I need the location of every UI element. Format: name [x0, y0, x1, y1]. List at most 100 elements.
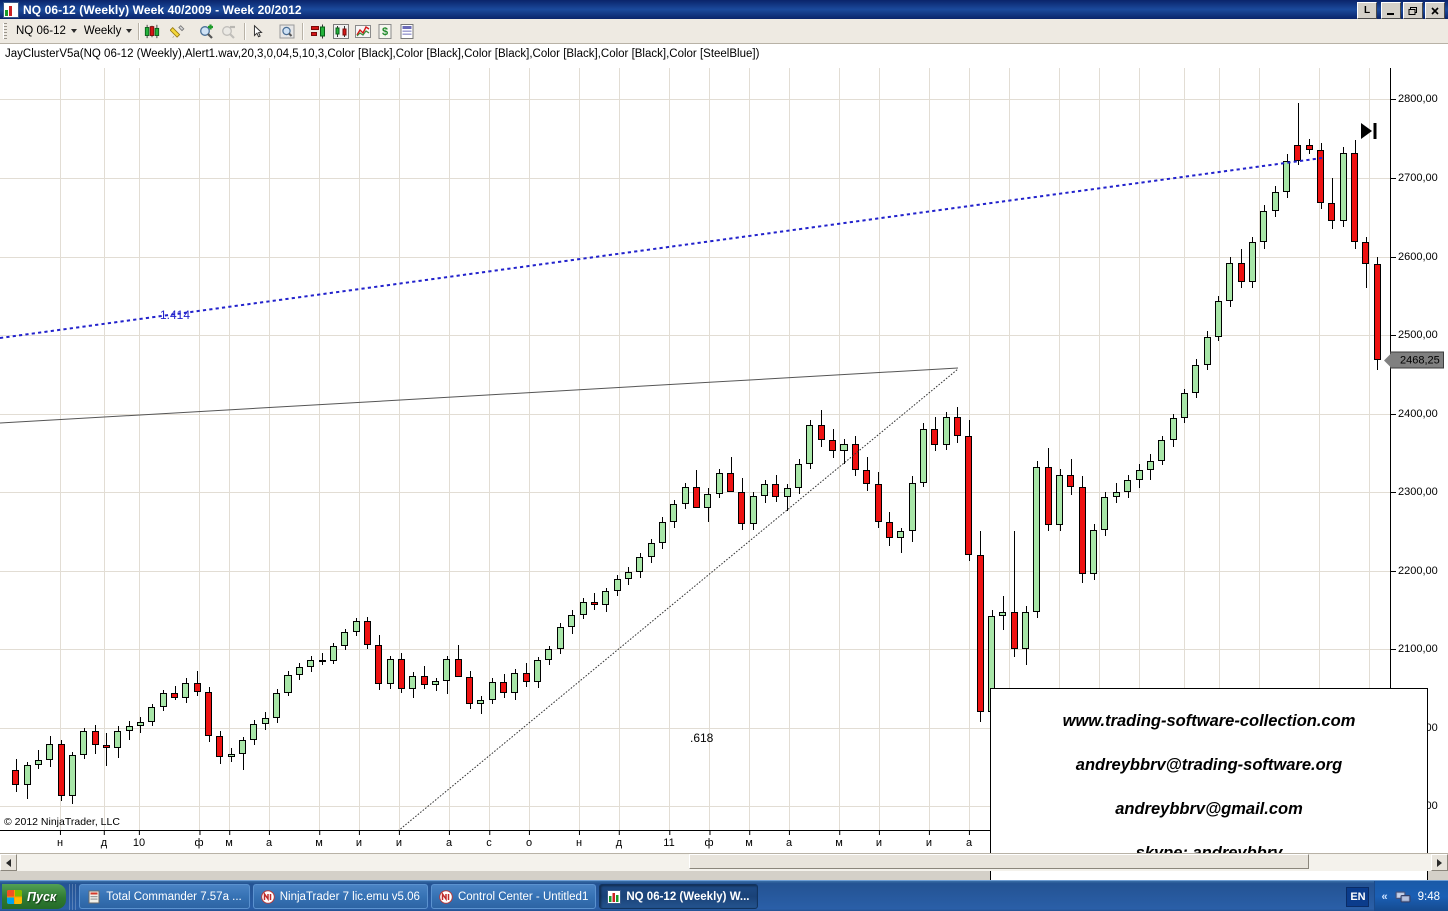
- gridline-vertical: [60, 68, 61, 830]
- interval-selector[interactable]: Weekly: [79, 23, 135, 40]
- gridline-vertical: [104, 68, 105, 830]
- order-entry-button[interactable]: $: [374, 21, 396, 41]
- windows-taskbar: Пуск Total Commander 7.57a ... NinjaTrade…: [0, 880, 1448, 911]
- taskbar-button[interactable]: NQ 06-12 (Weekly) W...: [599, 884, 758, 909]
- candle-body: [397, 658, 405, 689]
- close-button[interactable]: [1425, 2, 1445, 19]
- restore-button[interactable]: [1403, 2, 1423, 19]
- gridline-vertical: [789, 68, 790, 830]
- gridline-vertical: [929, 68, 930, 830]
- tray-expand-icon[interactable]: «: [1381, 890, 1388, 903]
- toolbar-grip[interactable]: [3, 23, 7, 39]
- candle-body: [522, 672, 530, 683]
- price-axis-tick: 2400,00: [1391, 408, 1438, 420]
- gridline-vertical: [1009, 68, 1010, 830]
- candle-body: [692, 487, 700, 508]
- network-icon[interactable]: [1395, 890, 1411, 904]
- taskbar-button-label: Total Commander 7.57a ...: [106, 890, 242, 903]
- chart-type-dropdown[interactable]: [160, 21, 170, 41]
- chart-type-button[interactable]: [144, 21, 160, 41]
- scrollbar-track[interactable]: [17, 854, 1431, 871]
- language-indicator[interactable]: EN: [1346, 886, 1370, 907]
- zoom-reset-button[interactable]: [276, 21, 298, 41]
- chart-icon: [3, 1, 19, 18]
- tray-area: « 9:48: [1374, 881, 1448, 911]
- candle-body: [965, 435, 973, 556]
- candle-body: [1351, 152, 1359, 243]
- candle-body: [12, 770, 20, 786]
- candle-body: [1328, 203, 1336, 222]
- candle-body: [68, 755, 76, 797]
- goto-last-bar-button[interactable]: [1355, 120, 1381, 142]
- drawing-tools-button[interactable]: [170, 21, 186, 41]
- candle-body: [57, 743, 65, 797]
- start-button[interactable]: Пуск: [2, 884, 67, 909]
- candle-body: [1033, 467, 1041, 612]
- data-series-button[interactable]: [308, 21, 330, 41]
- gridline-vertical: [199, 68, 200, 830]
- toolbar-divider: [302, 22, 305, 40]
- trendline-fib-618-lower[interactable]: [398, 368, 959, 830]
- price-plot[interactable]: 1.414 .618 © 2012 NinjaTrader, LLC: [0, 68, 1390, 830]
- candle-body: [976, 555, 984, 713]
- candle-body: [193, 683, 201, 692]
- candle-body: [205, 691, 213, 736]
- toolbar-divider: [138, 22, 141, 40]
- chart-horizontal-scrollbar[interactable]: [0, 853, 1448, 871]
- gridline-vertical: [399, 68, 400, 830]
- candle-body: [250, 723, 258, 741]
- candlestick-chart-type-icon: [145, 24, 160, 38]
- trendline-fib-1414-upper[interactable]: [0, 157, 1323, 339]
- svg-text:$: $: [382, 26, 388, 38]
- link-button[interactable]: L: [1357, 2, 1377, 19]
- zoom-out-button[interactable]: [218, 21, 240, 41]
- candle-body: [1169, 418, 1177, 441]
- candle-body: [931, 429, 939, 446]
- taskbar-button[interactable]: Control Center - Untitled1: [430, 884, 597, 909]
- instrument-selector[interactable]: NQ 06-12: [11, 23, 79, 40]
- copyright-text: © 2012 NinjaTrader, LLC: [4, 816, 120, 828]
- drawing-tools-dropdown[interactable]: [186, 21, 196, 41]
- zoom-in-button[interactable]: [196, 21, 218, 41]
- candle-body: [273, 692, 281, 719]
- candle-body: [511, 672, 519, 694]
- ninjatrader-icon: [439, 889, 453, 904]
- time-axis-tick: а: [446, 831, 452, 849]
- scroll-left-button[interactable]: [0, 854, 17, 871]
- candle-body: [1158, 440, 1166, 461]
- zoom-out-icon: [222, 25, 236, 39]
- candle-body: [352, 621, 360, 633]
- indicators-button[interactable]: [330, 21, 352, 41]
- last-price-marker: 2468,25: [1390, 351, 1444, 369]
- taskbar-button[interactable]: NinjaTrader 7 lic.emu v5.06: [252, 884, 428, 909]
- candle-body: [1305, 144, 1313, 150]
- properties-button[interactable]: [396, 21, 418, 41]
- trendline-channel-mid-solid[interactable]: [0, 367, 959, 424]
- scrollbar-thumb[interactable]: [689, 854, 1309, 869]
- candle-body: [454, 658, 462, 677]
- strategies-button[interactable]: [352, 21, 374, 41]
- time-axis-tick: и: [396, 831, 402, 849]
- candle-body: [1146, 460, 1154, 471]
- candle-body: [341, 632, 349, 647]
- minimize-button[interactable]: [1381, 2, 1401, 19]
- candle-wick: [1298, 102, 1299, 166]
- candle-body: [795, 463, 803, 489]
- pointer-tool-dropdown[interactable]: [266, 21, 276, 41]
- candle-body: [1248, 242, 1256, 282]
- toolbar-divider: [244, 22, 247, 40]
- candle-body: [874, 484, 882, 523]
- candle-body: [556, 627, 564, 650]
- gridline-vertical: [669, 68, 670, 830]
- taskbar-button[interactable]: Total Commander 7.57a ...: [79, 884, 250, 909]
- clock[interactable]: 9:48: [1417, 890, 1440, 903]
- instrument-label: NQ 06-12: [16, 25, 66, 37]
- chevron-down-icon: [70, 29, 77, 33]
- candle-body: [658, 522, 666, 544]
- pointer-tool-button[interactable]: [250, 21, 266, 41]
- candle-wick: [481, 696, 482, 714]
- candle-body: [500, 682, 508, 694]
- candle-wick: [1014, 531, 1015, 658]
- scroll-right-button[interactable]: [1431, 854, 1448, 871]
- total-commander-icon: [87, 890, 101, 904]
